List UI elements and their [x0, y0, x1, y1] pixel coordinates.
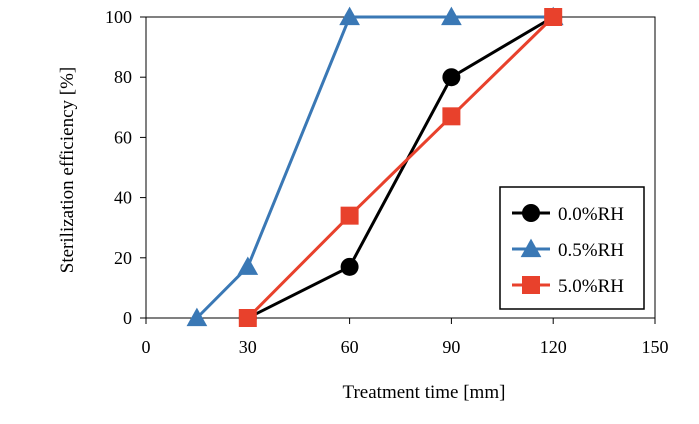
- legend-marker: [520, 238, 542, 258]
- series-square: [238, 8, 563, 327]
- axes: 0 20 40 60 80 100 0 30 60 90 120 150: [105, 7, 669, 357]
- data-point: [238, 309, 257, 327]
- x-tick-label: 150: [642, 337, 669, 357]
- data-point: [442, 107, 461, 126]
- data-point: [340, 206, 359, 225]
- x-tick-label: 120: [540, 337, 567, 357]
- legend-item: 0.5%RH: [512, 238, 624, 261]
- y-tick-label: 40: [114, 188, 132, 208]
- legend-label: 5.0%RH: [558, 276, 624, 297]
- x-axis-label: Treatment time [mm]: [343, 382, 506, 403]
- series-line: [247, 15, 554, 320]
- legend-marker: [522, 204, 540, 222]
- series-triangle: [186, 6, 564, 327]
- x-tick-label: 30: [239, 337, 257, 357]
- y-tick-label: 80: [114, 67, 132, 87]
- data-point: [339, 6, 360, 26]
- data-point: [237, 256, 259, 275]
- y-tick-label: 0: [123, 308, 132, 328]
- series-layer: [186, 6, 564, 327]
- legend: 0.0%RH 0.5%RH 5.0%RH: [499, 186, 645, 310]
- data-point: [186, 307, 208, 327]
- y-tick-label: 20: [114, 248, 132, 268]
- data-point: [442, 68, 461, 87]
- y-tick-label: 100: [105, 7, 132, 27]
- x-tick-label: 60: [341, 337, 359, 357]
- legend-item: 5.0%RH: [512, 276, 624, 297]
- legend-label: 0.5%RH: [558, 240, 624, 261]
- y-tick-label: 60: [114, 127, 132, 147]
- x-tick-label: 0: [142, 337, 151, 357]
- data-point: [544, 8, 563, 26]
- legend-item: 0.0%RH: [512, 204, 624, 225]
- legend-label: 0.0%RH: [558, 204, 624, 225]
- legend-marker: [522, 276, 540, 294]
- y-axis-label: Sterilization efficiency [%]: [57, 67, 78, 273]
- data-point: [441, 6, 462, 26]
- data-point: [340, 257, 359, 276]
- x-tick-label: 90: [442, 337, 460, 357]
- series-line: [246, 15, 555, 320]
